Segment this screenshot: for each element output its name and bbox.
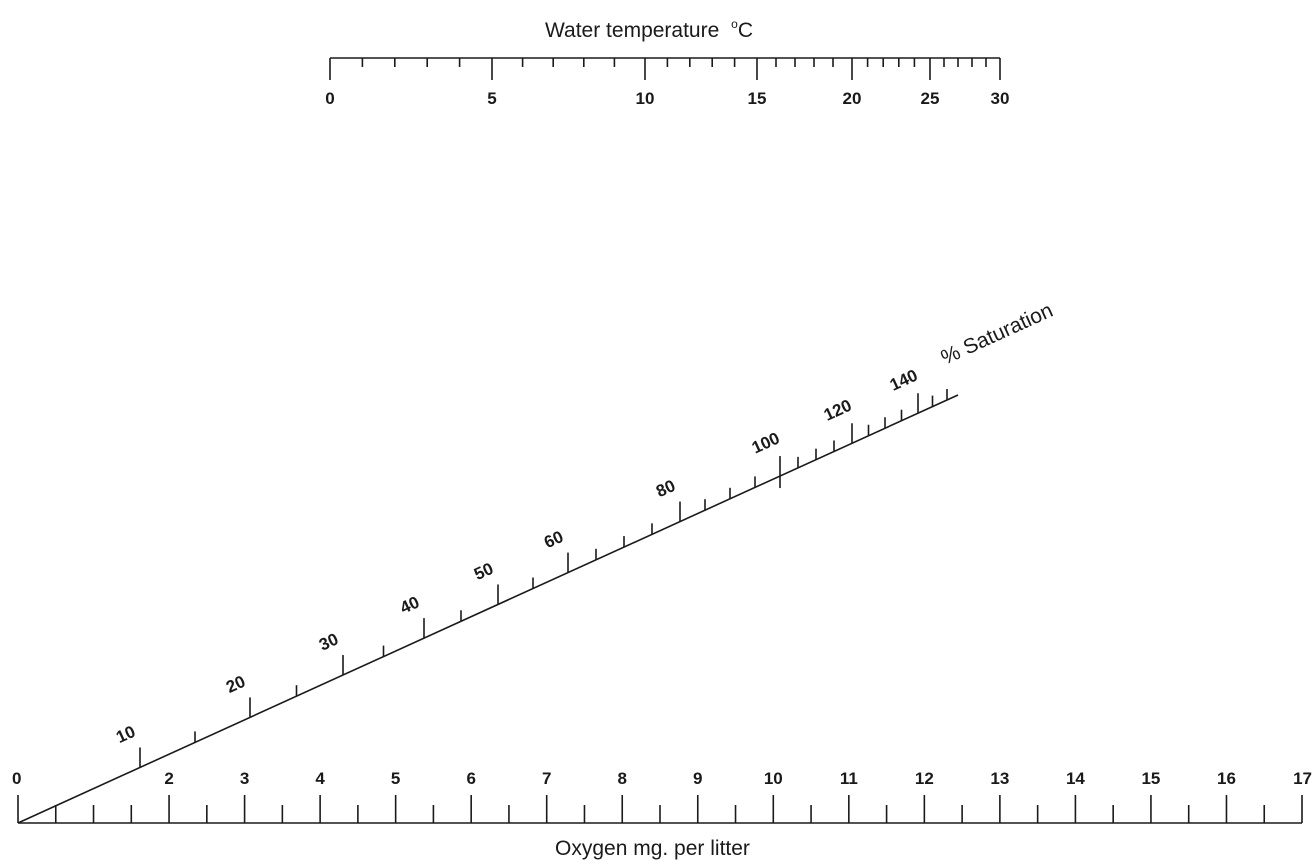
oxygen-tick-label: 10 [764, 769, 783, 788]
oxygen-tick-label: 0 [12, 769, 21, 788]
oxygen-tick-label: 8 [618, 769, 627, 788]
saturation-axis-line [17, 394, 959, 824]
temperature-tick-label: 15 [748, 89, 767, 108]
oxygen-tick-label: 12 [915, 769, 934, 788]
oxygen-tick-label: 9 [693, 769, 702, 788]
oxygen-tick-label: 3 [240, 769, 249, 788]
temperature-scale: Water temperature oC 0 5 10 15 20 25 30 [325, 17, 1009, 108]
saturation-tick-label: 30 [316, 629, 341, 654]
oxygen-tick-label: 6 [466, 769, 475, 788]
oxygen-tick-label: 13 [990, 769, 1009, 788]
temperature-tick-label: 0 [325, 89, 334, 108]
temperature-scale-title: Water temperature oC [545, 17, 753, 42]
temperature-tick-label: 5 [487, 89, 496, 108]
oxygen-tick-label: 5 [391, 769, 400, 788]
saturation-tick-label: 120 [821, 396, 855, 425]
oxygen-tick-label: 4 [315, 769, 325, 788]
saturation-tick-label: 60 [541, 527, 566, 552]
saturation-tick-label: 20 [223, 672, 248, 697]
saturation-tick-label: 10 [113, 722, 138, 747]
saturation-scale: % Saturation 10 20 30 40 50 60 80 100 120 140 [17, 299, 1057, 824]
temperature-tick-label: 20 [843, 89, 862, 108]
saturation-tick-label: 80 [653, 476, 678, 501]
oxygen-tick-label: 14 [1066, 769, 1085, 788]
temperature-tick-label: 10 [636, 89, 655, 108]
oxygen-scale: Oxygen mg. per litter 0 2 3 4 5 6 7 8 9 10 11 12 13 1… [12, 769, 1312, 860]
saturation-tick-label: 40 [397, 593, 422, 618]
oxygen-tick-label: 17 [1293, 769, 1312, 788]
saturation-scale-title: % Saturation [938, 299, 1057, 370]
saturation-tick-label: 50 [471, 559, 496, 584]
oxygen-tick-label: 16 [1217, 769, 1236, 788]
oxygen-tick-label: 15 [1141, 769, 1160, 788]
saturation-tick-label: 100 [749, 429, 783, 458]
oxygen-tick-label: 11 [840, 769, 858, 788]
saturation-tick-label: 140 [887, 366, 921, 395]
oxygen-tick-label: 2 [164, 769, 173, 788]
oxygen-scale-title: Oxygen mg. per litter [555, 837, 750, 860]
temperature-tick-label: 25 [921, 89, 940, 108]
temperature-tick-label: 30 [991, 89, 1010, 108]
oxygen-tick-label: 7 [542, 769, 551, 788]
